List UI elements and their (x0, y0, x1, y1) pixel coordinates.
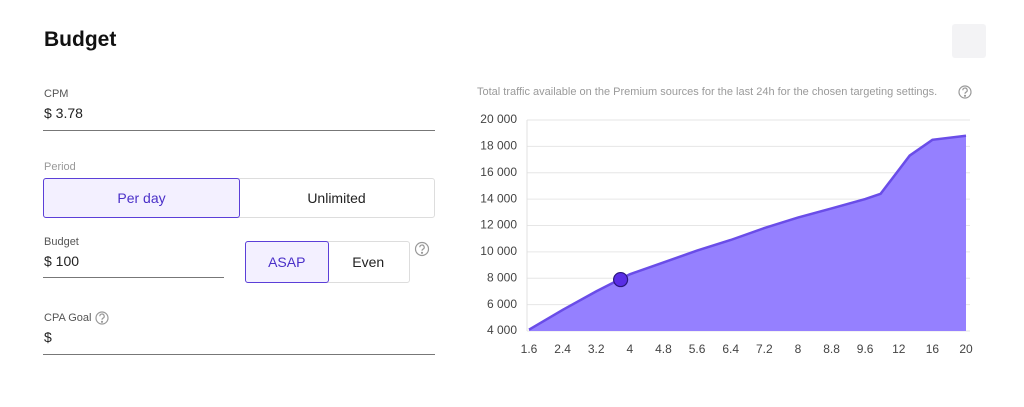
y-tick-label: 16 000 (480, 165, 517, 179)
option[interactable]: ASAP (245, 241, 329, 283)
segmented-control: ASAP Even (245, 241, 410, 283)
y-tick-label: 12 000 (480, 218, 517, 232)
option[interactable]: Even (352, 254, 385, 270)
x-tick-label: 6.4 (722, 342, 739, 356)
x-tick-label: 7.2 (756, 342, 773, 356)
current-point (613, 271, 629, 288)
x-tick-label: 9.6 (857, 342, 874, 356)
field-value[interactable]: $ 3.78 (44, 105, 83, 121)
option[interactable]: Unlimited (307, 190, 366, 206)
y-tick-label: 10 000 (480, 244, 517, 258)
y-tick-label: 18 000 (480, 139, 517, 153)
field-label: Budget (44, 236, 79, 248)
y-tick-label: 4 000 (487, 323, 517, 337)
chart-subtitle: Total traffic available on the Premium s… (477, 86, 937, 98)
help-icon (95, 311, 109, 325)
x-tick-label: 8.8 (823, 342, 840, 356)
field-label: CPM (44, 88, 69, 100)
x-tick-label: 8 (795, 342, 802, 356)
underline (43, 130, 435, 131)
underline (43, 277, 224, 278)
help-icon (414, 241, 430, 257)
option[interactable]: Per day (43, 178, 240, 218)
field-value[interactable]: $ (44, 329, 52, 345)
x-tick-label: 5.6 (689, 342, 706, 356)
section-title: Budget (44, 28, 117, 51)
x-tick-label: 3.2 (588, 342, 605, 356)
y-tick-label: 6 000 (487, 297, 517, 311)
field-label: CPA Goal (44, 312, 92, 324)
x-tick-label: 16 (926, 342, 940, 356)
x-tick-label: 1.6 (521, 342, 538, 356)
underline (43, 354, 435, 355)
field-value[interactable]: $ 100 (44, 253, 80, 269)
x-tick-label: 4.8 (655, 342, 672, 356)
area (529, 135, 966, 331)
segmented-control: Per day Unlimited (43, 178, 435, 218)
y-tick-label: 14 000 (480, 191, 517, 205)
x-tick-label: 12 (892, 342, 906, 356)
x-tick-label: 20 (959, 342, 973, 356)
x-tick-label: 2.4 (554, 342, 571, 356)
y-tick-label: 20 000 (480, 112, 517, 126)
y-tick-label: 8 000 (487, 270, 517, 284)
collapse-button[interactable] (952, 24, 986, 58)
line (528, 134, 967, 331)
x-tick-label: 4 (627, 342, 634, 356)
field-label: Period (44, 161, 76, 173)
help-icon (958, 85, 972, 99)
